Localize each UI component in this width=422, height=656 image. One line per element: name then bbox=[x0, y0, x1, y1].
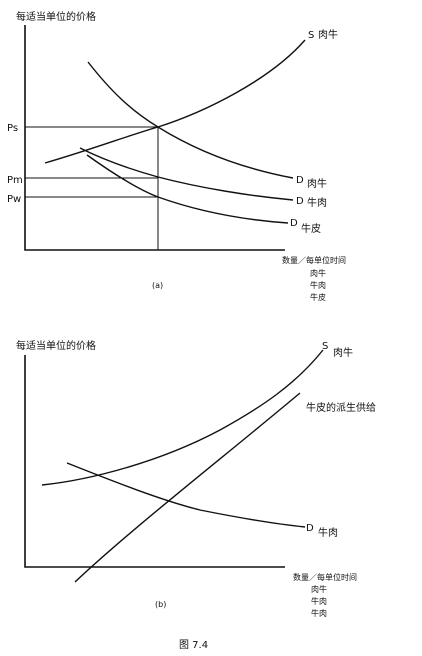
curve-letter-s-cattle: S bbox=[308, 30, 314, 41]
panel-b-label: (b) bbox=[155, 600, 166, 609]
panel-a-ylabel: 每适当单位的价格 bbox=[16, 10, 96, 23]
panel-b-xlabel-line-3: 牛肉 bbox=[311, 608, 327, 618]
tick-label-ps: Ps bbox=[7, 123, 18, 134]
curve-name-s-cattle-b: 肉牛 bbox=[333, 346, 353, 359]
curve-letter-d-cattle: D bbox=[296, 175, 304, 186]
curve-letter-d-beef-b: D bbox=[306, 523, 314, 534]
panel-b-xlabel-line-2: 牛肉 bbox=[311, 596, 327, 606]
panel-a-xlabel-line-1: 肉牛 bbox=[310, 268, 326, 278]
panel-b-ylabel: 每适当单位的价格 bbox=[16, 339, 96, 352]
panel-a-axes bbox=[24, 25, 285, 251]
panel-b-xlabel-line-1: 肉牛 bbox=[311, 584, 327, 594]
supply-curve-cattle bbox=[44, 39, 306, 164]
panel-b-xlabel: 数量／每单位时间 bbox=[293, 572, 357, 582]
curve-name-d-beef-b: 牛肉 bbox=[318, 526, 338, 539]
panel-a-xlabel: 数量／每单位时间 bbox=[282, 255, 346, 265]
panel-b: 每适当单位的价格 S 肉牛 牛皮的派生供给 D 牛肉 数量／每单位时间 肉牛 牛… bbox=[16, 339, 376, 618]
panel-a-label: (a) bbox=[152, 281, 163, 290]
curve-name-derived-supply: 牛皮的派生供给 bbox=[306, 401, 376, 414]
panel-a: 每适当单位的价格 Ps Pm Pw S 肉牛 D 肉牛 D 牛肉 D 牛皮 数量… bbox=[7, 10, 346, 302]
tick-label-pm: Pm bbox=[7, 175, 23, 186]
tick-label-pw: Pw bbox=[7, 194, 21, 205]
demand-curve-cattle bbox=[87, 61, 294, 179]
demand-curve-hide bbox=[86, 154, 289, 224]
curve-name-d-cattle: 肉牛 bbox=[307, 177, 327, 190]
curve-letter-d-beef: D bbox=[296, 196, 304, 207]
guide-line-ps bbox=[25, 126, 159, 250]
supply-curve-cattle-b bbox=[41, 349, 324, 486]
derived-supply-curve-hide bbox=[74, 392, 301, 583]
curve-name-d-hide: 牛皮 bbox=[301, 222, 321, 235]
demand-curve-beef bbox=[79, 147, 294, 201]
panel-a-xlabel-line-2: 牛肉 bbox=[310, 280, 326, 290]
curve-name-s-cattle: 肉牛 bbox=[318, 28, 338, 41]
panel-b-axes bbox=[24, 355, 285, 568]
curve-letter-d-hide: D bbox=[290, 218, 298, 229]
panel-a-xlabel-line-3: 牛皮 bbox=[310, 292, 326, 302]
figure-caption: 图 7.4 bbox=[179, 639, 208, 651]
curve-letter-s-cattle-b: S bbox=[322, 341, 328, 352]
curve-name-d-beef: 牛肉 bbox=[307, 196, 327, 209]
demand-curve-beef-b bbox=[66, 462, 306, 528]
